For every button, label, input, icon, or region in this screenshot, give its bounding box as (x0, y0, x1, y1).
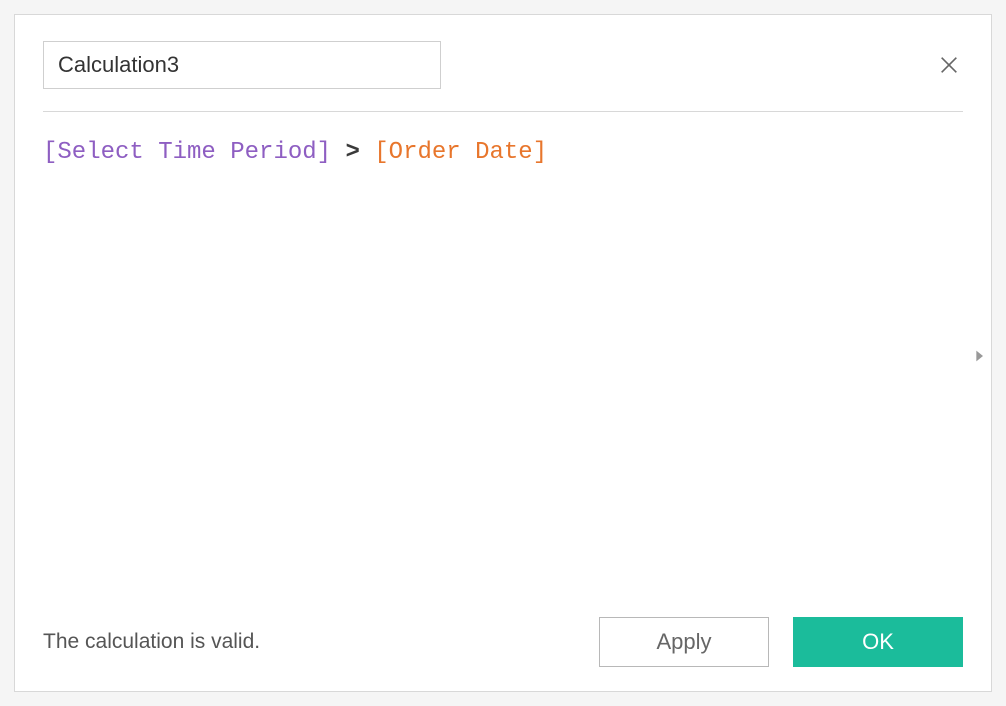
validation-status-text: The calculation is valid. (43, 630, 260, 654)
calculated-field-dialog: [Select Time Period] > [Order Date] The … (14, 14, 992, 692)
close-button[interactable] (935, 51, 963, 79)
expand-arrow-button[interactable] (969, 346, 989, 366)
formula-token-parameter: [Select Time Period] (43, 139, 331, 166)
apply-button[interactable]: Apply (599, 617, 769, 667)
ok-button[interactable]: OK (793, 617, 963, 667)
formula-editor[interactable]: [Select Time Period] > [Order Date] (15, 112, 991, 599)
footer-buttons: Apply OK (599, 617, 963, 667)
chevron-right-icon (971, 348, 987, 364)
formula-token-operator: > (345, 139, 359, 166)
calculation-name-input[interactable] (43, 41, 441, 89)
dialog-header (15, 15, 991, 89)
dialog-footer: The calculation is valid. Apply OK (15, 599, 991, 691)
close-icon (938, 54, 960, 76)
formula-code: [Select Time Period] > [Order Date] (43, 136, 963, 170)
formula-token-dimension: [Order Date] (374, 139, 547, 166)
